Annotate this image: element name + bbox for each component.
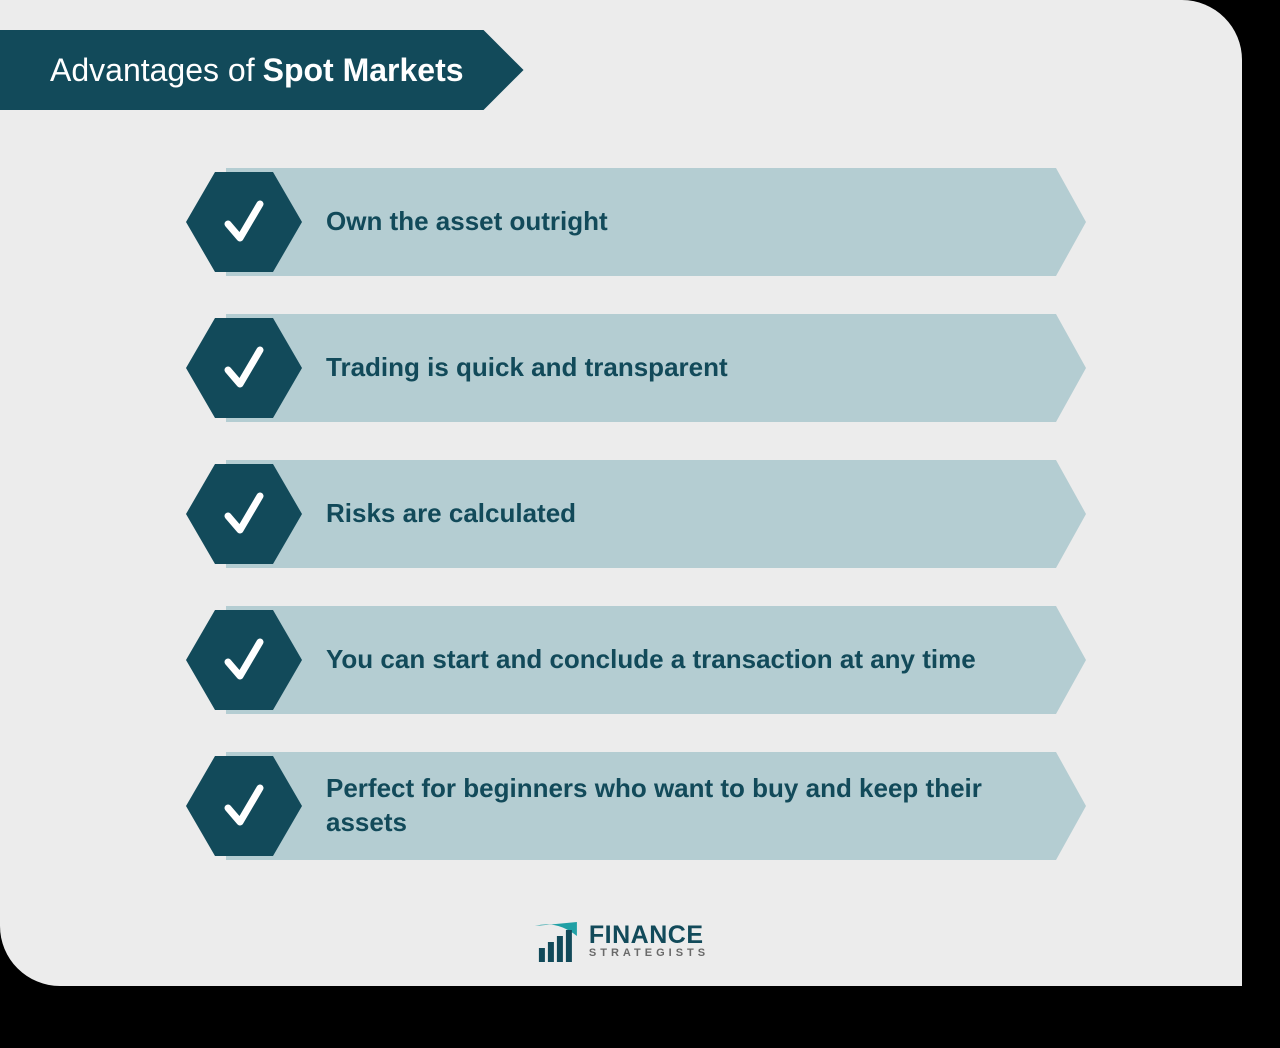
brand-logo: FINANCE STRATEGISTS — [533, 918, 709, 964]
title-light: Advantages of — [50, 52, 255, 89]
item-text: Own the asset outright — [326, 205, 608, 239]
check-icon — [220, 486, 268, 542]
list-item: Risks are calculated — [186, 460, 1086, 568]
item-bar: Trading is quick and transparent — [226, 314, 1086, 422]
item-bar: Own the asset outright — [226, 168, 1086, 276]
item-bar: You can start and conclude a transaction… — [226, 606, 1086, 714]
item-bar: Perfect for beginners who want to buy an… — [226, 752, 1086, 860]
items-list: Own the asset outright Trading is quick … — [186, 168, 1086, 898]
item-text: You can start and conclude a transaction… — [326, 643, 976, 677]
list-item: Own the asset outright — [186, 168, 1086, 276]
check-icon — [220, 340, 268, 396]
logo-text: FINANCE STRATEGISTS — [589, 924, 709, 958]
title-bold: Spot Markets — [263, 52, 464, 89]
logo-main: FINANCE — [589, 924, 709, 948]
item-text: Trading is quick and transparent — [326, 351, 728, 385]
list-item: You can start and conclude a transaction… — [186, 606, 1086, 714]
logo-mark-icon — [533, 918, 579, 964]
list-item: Trading is quick and transparent — [186, 314, 1086, 422]
item-bar: Risks are calculated — [226, 460, 1086, 568]
check-icon — [220, 194, 268, 250]
logo-sub: STRATEGISTS — [589, 948, 709, 958]
infographic-card: Advantages of Spot Markets Own the asset… — [0, 0, 1242, 986]
list-item: Perfect for beginners who want to buy an… — [186, 752, 1086, 860]
item-text: Risks are calculated — [326, 497, 576, 531]
check-icon — [220, 632, 268, 688]
item-text: Perfect for beginners who want to buy an… — [326, 772, 1026, 840]
title-band: Advantages of Spot Markets — [0, 30, 524, 110]
check-icon — [220, 778, 268, 834]
